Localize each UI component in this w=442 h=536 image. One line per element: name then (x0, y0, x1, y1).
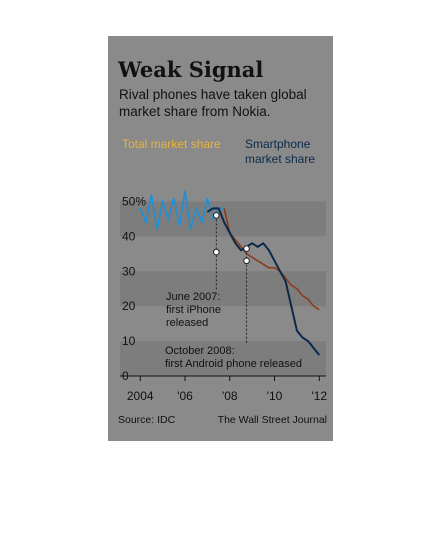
annotation-text: June 2007: first iPhone released (166, 291, 221, 329)
x-tick-label: 2004 (127, 389, 154, 403)
x-tick-label: '06 (177, 389, 193, 403)
x-tick-label: '12 (311, 389, 327, 403)
chart-title: Weak Signal (118, 57, 264, 82)
y-tick-label: 30 (122, 264, 136, 278)
total-share-line-late (223, 208, 320, 311)
source-note: Source: IDC (118, 414, 176, 426)
annotation-marker (213, 248, 220, 256)
annotation-marker (243, 257, 250, 265)
chart-subtitle: Rival phones have taken global market sh… (119, 87, 307, 119)
legend-total: Total market share (122, 137, 221, 151)
annotation-marker-upper (213, 212, 220, 219)
chart-panel: Weak Signal Rival phones have taken glob… (108, 36, 333, 441)
y-tick-label: 10 (122, 334, 136, 348)
x-tick-label: '08 (222, 389, 238, 403)
total-share-line (139, 190, 225, 230)
x-tick-label: '10 (267, 389, 283, 403)
smartphone-share-line (206, 207, 321, 356)
y-tick-label: 20 (122, 299, 136, 313)
y-tick-label: 50% (122, 194, 146, 208)
legend-smartphone: Smartphone market share (245, 137, 315, 166)
grid-band (120, 271, 326, 307)
y-tick-label: 40 (122, 229, 136, 243)
annotation-text: October 2008: first Android phone release… (165, 345, 302, 370)
grid-band (120, 341, 326, 376)
annotation-marker-upper (243, 245, 250, 252)
credit-line: The Wall Street Journal (217, 414, 327, 426)
